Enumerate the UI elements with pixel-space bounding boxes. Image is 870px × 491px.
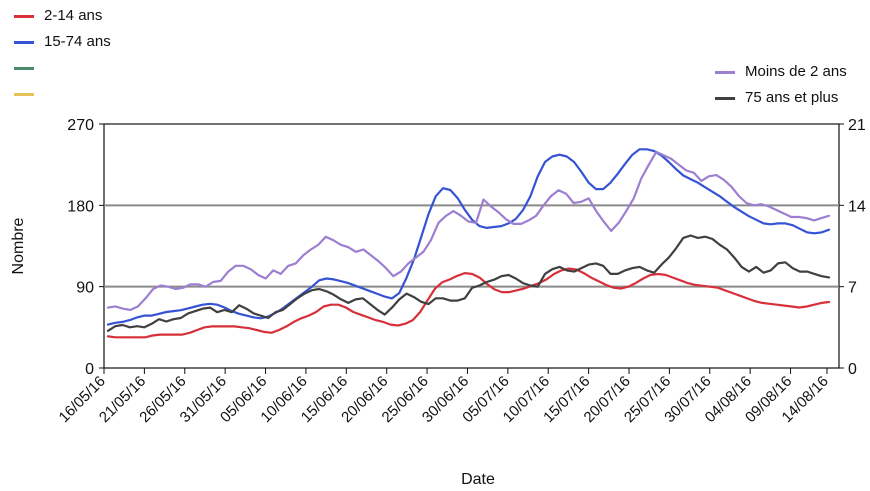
legend-item: 15-74 ans [14,29,111,55]
legend-item [14,81,111,107]
legend-item [14,55,111,81]
legend-swatch [715,70,735,74]
legend-swatch [14,14,34,18]
series-line-moins-de-2-ans [106,150,831,311]
legend-swatch [14,66,34,70]
y2-tick-label: 7 [848,280,857,297]
x-axis-title: Date [461,471,495,488]
legend-swatch [14,40,34,44]
legend-left: 2-14 ans 15-74 ans [14,3,111,107]
y-tick-label: 90 [76,280,94,297]
series-line-2-14-ans [106,267,831,339]
y2-tick-label: 14 [848,198,866,215]
legend-right: Moins de 2 ans 75 ans et plus [715,59,847,111]
legend-swatch [14,92,34,96]
y-tick-label: 180 [67,198,94,215]
legend-item: Moins de 2 ans [715,59,847,85]
legend-label: 75 ans et plus [745,89,839,106]
y2-tick-label: 0 [848,361,857,378]
legend-label: 2-14 ans [44,7,103,24]
series-line-75-ans-et-plus [106,234,831,332]
legend-label: Moins de 2 ans [745,63,847,80]
y-axis-title: Nombre [10,217,27,274]
y2-tick-label: 21 [848,117,866,134]
series-line-15-74-ans [106,148,831,326]
legend-swatch [715,96,735,100]
y-tick-label: 0 [85,361,94,378]
y-tick-label: 270 [67,117,94,134]
legend-item: 75 ans et plus [715,85,847,111]
legend-item: 2-14 ans [14,3,111,29]
legend-label: 15-74 ans [44,33,111,50]
plot-area [103,123,840,369]
